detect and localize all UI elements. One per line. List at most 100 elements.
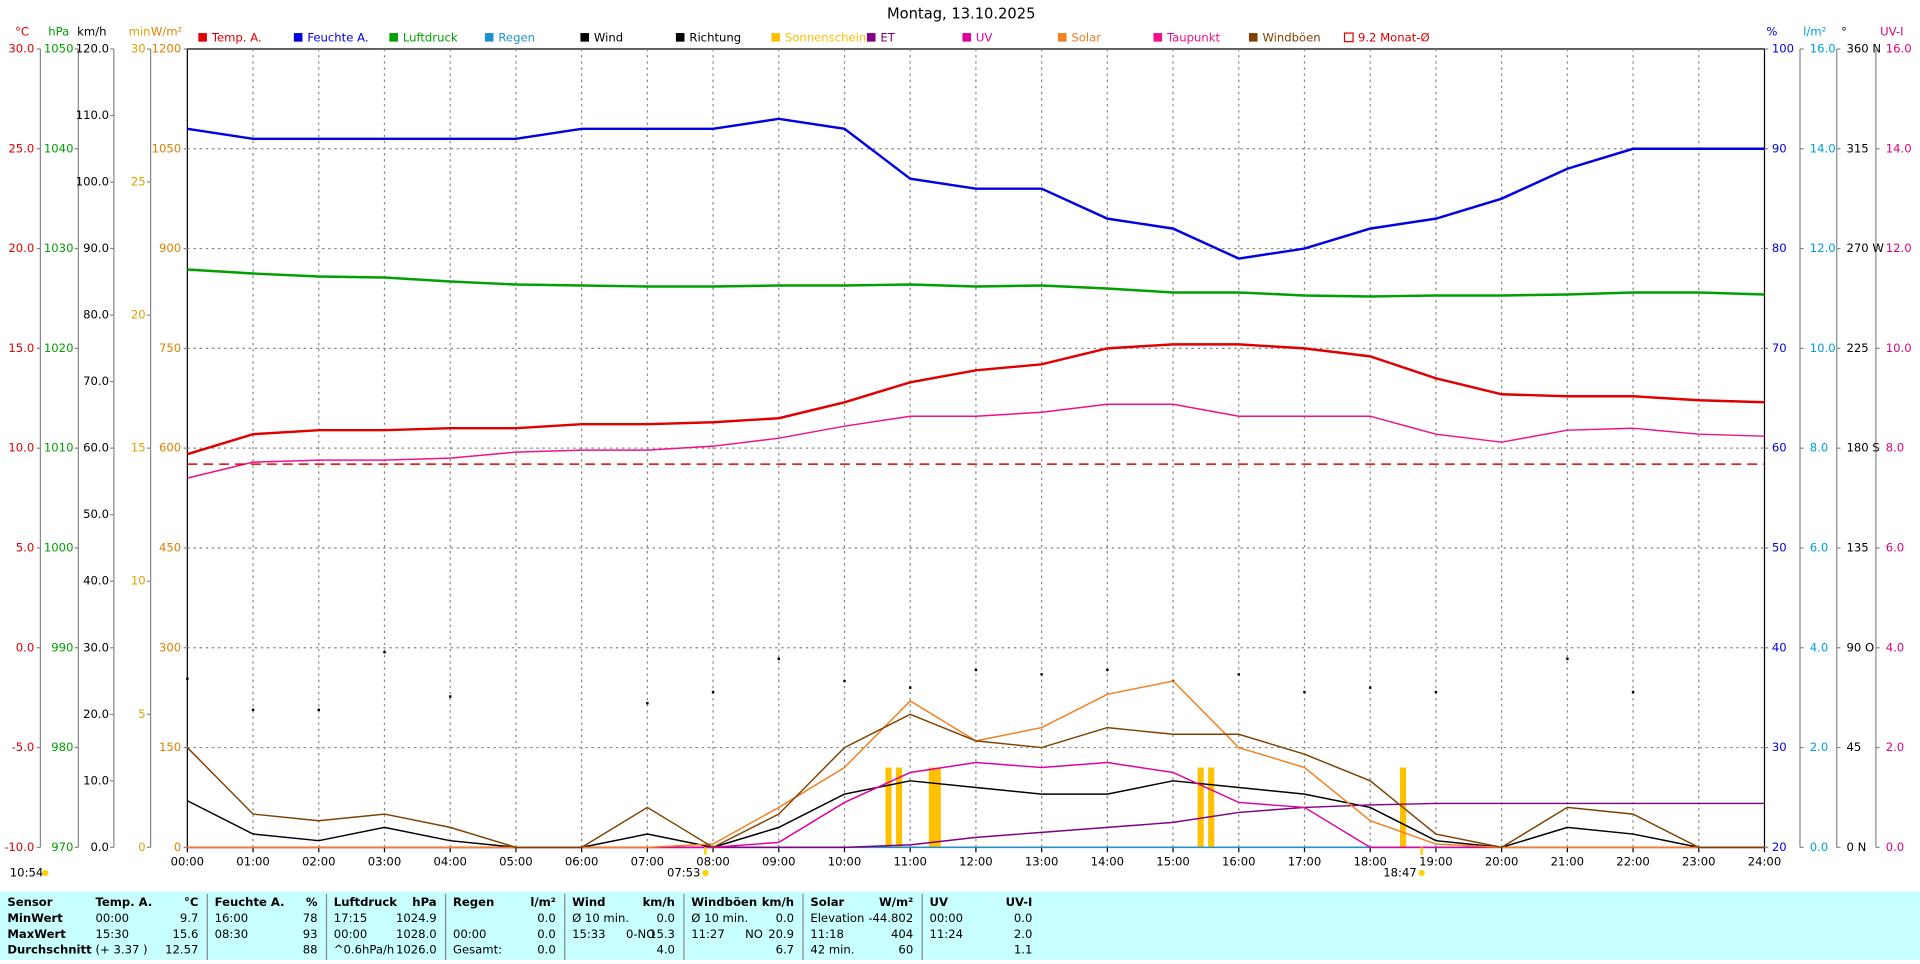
axis-unit: hPa — [48, 24, 69, 38]
y-tick-label: 1050 — [44, 41, 74, 55]
y-tick-label: 225 — [1847, 341, 1869, 355]
y-tick-label: 80.0 — [83, 308, 109, 322]
y-tick-label: 70 — [1772, 341, 1787, 355]
y-tick-label: 600 — [159, 441, 181, 455]
y-tick-label: 990 — [51, 640, 73, 654]
y-tick-label: 2.0 — [1810, 740, 1829, 754]
y-tick-label: 6.0 — [1886, 540, 1905, 554]
y-tick-label: 180 S — [1847, 441, 1880, 455]
table-cell: 11:18 — [810, 927, 844, 941]
column-unit: °C — [184, 895, 198, 909]
y-tick-label: 1000 — [44, 540, 74, 554]
direction-dot — [974, 668, 978, 672]
row-label: Durchschnitt — [7, 943, 92, 957]
column-header: Temp. A. — [96, 895, 153, 909]
axis-unit: min — [129, 24, 151, 38]
x-tick-label: 14:00 — [1091, 855, 1125, 869]
x-tick-label: 01:00 — [236, 855, 270, 869]
direction-dot — [1434, 690, 1438, 694]
column-unit: W/m² — [879, 895, 913, 909]
legend-swatch — [580, 33, 589, 42]
legend-swatch — [484, 33, 494, 42]
table-cell: 4.0 — [656, 943, 675, 957]
x-tick-label: 22:00 — [1616, 855, 1650, 869]
direction-dot — [1631, 690, 1635, 694]
legend-label: Windböen — [1262, 30, 1320, 44]
direction-dot — [251, 708, 255, 712]
y-tick-label: 20 — [131, 308, 146, 322]
y-tick-label: 14.0 — [1810, 141, 1836, 155]
column-header: Feuchte A. — [215, 895, 285, 909]
legend-swatch — [1343, 32, 1354, 43]
table-cell: 78 — [303, 911, 318, 925]
direction-dot — [711, 690, 715, 694]
y-tick-label: 12.0 — [1886, 241, 1912, 255]
table-cell: Ø 10 min. — [691, 911, 748, 925]
legend-swatch — [389, 33, 398, 42]
y-tick-label: 16.0 — [1886, 41, 1912, 55]
sun-icon — [42, 870, 49, 877]
x-tick-label: 12:00 — [959, 855, 993, 869]
y-tick-label: 1020 — [44, 341, 74, 355]
y-tick-label: 10.0 — [8, 441, 34, 455]
annotation: 07:53 — [667, 866, 701, 880]
direction-dot — [1368, 686, 1372, 689]
y-tick-label: 110.0 — [76, 108, 109, 122]
y-tick-label: 8.0 — [1886, 441, 1905, 455]
table-cell: 0.0 — [537, 911, 556, 925]
y-tick-label: 1050 — [152, 141, 182, 155]
x-tick-label: 17:00 — [1288, 855, 1322, 869]
legend-label: Sonnenschein — [785, 30, 866, 44]
table-cell: 16:00 — [215, 911, 249, 925]
y-tick-label: 750 — [159, 341, 181, 355]
direction-dot — [186, 677, 189, 681]
table-cell: NO — [745, 927, 763, 941]
table-cell: 1026.0 — [396, 943, 437, 957]
y-tick-label: 1040 — [44, 141, 74, 155]
table-cell: 15.6 — [172, 927, 198, 941]
y-tick-label: 0 — [174, 840, 181, 854]
annotation: 18:47 — [1383, 866, 1417, 880]
x-tick-label: 06:00 — [565, 855, 599, 869]
y-tick-label: 70.0 — [83, 374, 109, 388]
y-tick-label: 135 — [1847, 540, 1869, 554]
direction-dot — [777, 657, 780, 661]
chart-title: Montag, 13.10.2025 — [887, 6, 1035, 23]
column-unit: km/h — [762, 895, 794, 909]
table-cell: 404 — [891, 927, 913, 941]
table-cell: 17:15 — [334, 911, 368, 925]
sunshine-bar — [928, 767, 935, 848]
x-tick-label: 21:00 — [1551, 855, 1585, 869]
legend-label: ET — [880, 30, 895, 44]
sunshine-bar — [895, 767, 903, 848]
series-line — [186, 343, 1765, 456]
table-cell: 00:00 — [334, 927, 368, 941]
y-tick-label: 15 — [131, 441, 146, 455]
y-tick-label: 90 O — [1847, 640, 1875, 654]
y-tick-label: 0 — [138, 840, 145, 854]
direction-dot — [1566, 657, 1569, 661]
legend-swatch — [1153, 33, 1163, 42]
sun-icon — [1418, 870, 1425, 877]
x-tick-label: 09:00 — [762, 855, 796, 869]
table-cell: 0.0 — [537, 943, 556, 957]
legend-swatch — [962, 33, 972, 42]
column-header: Luftdruck — [334, 895, 398, 909]
y-tick-label: 60 — [1772, 441, 1787, 455]
table-cell: 00:00 — [930, 911, 964, 925]
column-header: Windböen — [691, 895, 757, 909]
row-label: MinWert — [7, 911, 63, 925]
x-tick-label: 03:00 — [368, 855, 402, 869]
y-tick-label: 1200 — [152, 41, 182, 55]
table-cell: 11:27 — [691, 927, 725, 941]
legend-label: 9.2 Monat-Ø — [1358, 30, 1430, 44]
table-cell: 15:30 — [96, 927, 130, 941]
direction-dot — [843, 679, 846, 683]
legend-label: UV — [976, 30, 993, 44]
x-tick-label: 19:00 — [1419, 855, 1453, 869]
y-tick-label: 50 — [1772, 540, 1787, 554]
y-tick-label: 1030 — [44, 241, 74, 255]
y-tick-label: 16.0 — [1810, 41, 1836, 55]
direction-dot — [1040, 673, 1043, 676]
